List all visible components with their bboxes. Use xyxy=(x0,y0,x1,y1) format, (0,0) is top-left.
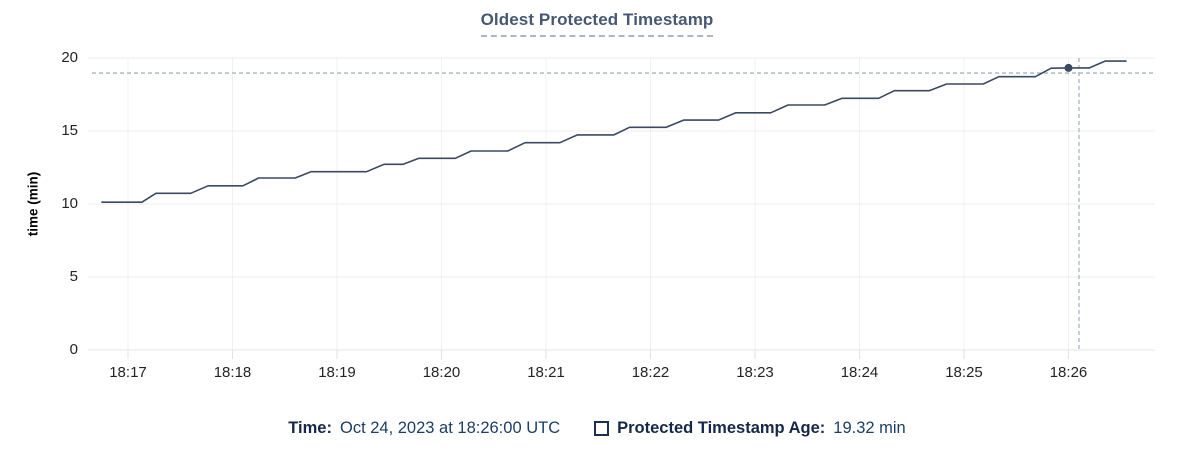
series-legend-item[interactable]: Protected Timestamp Age: 19.32 min xyxy=(594,417,906,439)
y-tick-label: 5 xyxy=(69,268,78,285)
x-tick-label: 18:25 xyxy=(945,364,983,381)
series-value: 19.32 min xyxy=(833,419,906,437)
plot-canvas[interactable] xyxy=(0,0,1194,410)
time-label: Time: xyxy=(288,419,332,437)
x-tick-label: 18:26 xyxy=(1049,364,1088,381)
y-tick-label: 0 xyxy=(69,341,78,358)
y-tick-label: 20 xyxy=(61,49,78,66)
x-tick-label: 18:17 xyxy=(109,364,147,381)
chart-header: Oldest Protected Timestamp xyxy=(0,10,1194,37)
x-tick-label: 18:19 xyxy=(318,364,356,381)
time-value: Oct 24, 2023 at 18:26:00 UTC xyxy=(339,419,561,437)
series-checkbox-icon[interactable] xyxy=(594,420,610,436)
x-tick-label: 18:18 xyxy=(213,364,252,381)
chart-title[interactable]: Oldest Protected Timestamp xyxy=(480,10,714,37)
series-label: Protected Timestamp Age: xyxy=(617,419,826,437)
y-tick-label: 10 xyxy=(61,195,78,212)
x-tick-label: 18:24 xyxy=(840,364,879,381)
legend-tooltip-row: Time: Oct 24, 2023 at 18:26:00 UTC Prote… xyxy=(0,417,1194,439)
x-tick-label: 18:21 xyxy=(527,364,565,381)
y-tick-label: 15 xyxy=(61,122,78,139)
series-line xyxy=(101,60,1127,203)
x-tick-label: 18:20 xyxy=(422,364,461,381)
x-tick-label: 18:22 xyxy=(631,364,670,381)
x-tick-label: 18:23 xyxy=(736,364,774,381)
highlight-dot xyxy=(1064,63,1073,72)
chart-plot-region: time (min) 18:17 18:18 18:19 18:20 18:21 18:2… xyxy=(0,0,1194,410)
